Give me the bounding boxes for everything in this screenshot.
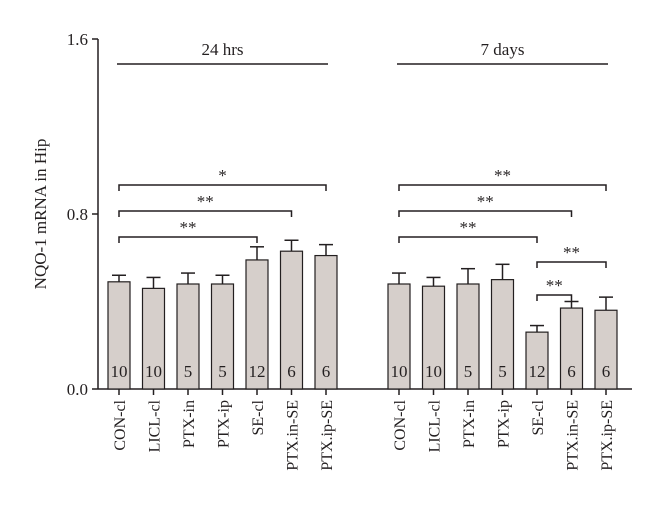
- significance-bracket: [118, 184, 327, 191]
- bar-n-label: 12: [529, 362, 546, 381]
- x-category-label: PTX.in-SE: [565, 400, 582, 471]
- x-category-label: CON-cl: [112, 399, 129, 450]
- significance-label: **: [477, 192, 494, 211]
- bar-n-label: 12: [249, 362, 266, 381]
- significance-bracket: [118, 236, 258, 243]
- significance-bracket: [398, 210, 573, 217]
- group-label: 24 hrs: [201, 40, 243, 59]
- bar-n-label: 5: [498, 362, 507, 381]
- significance-label: **: [494, 166, 511, 185]
- significance-bracket: [536, 294, 573, 301]
- bar-n-label: 6: [287, 362, 296, 381]
- bar-n-label: 10: [111, 362, 128, 381]
- bar: [279, 250, 304, 390]
- x-category-label: PTX-in: [181, 400, 198, 448]
- bar-n-label: 5: [464, 362, 473, 381]
- bar-n-label: 5: [184, 362, 193, 381]
- significance-bracket: [536, 261, 607, 268]
- bar: [141, 287, 166, 390]
- bar: [387, 283, 411, 390]
- significance-label: *: [218, 166, 227, 185]
- bar: [107, 281, 131, 390]
- y-tick-label: 1.6: [67, 30, 88, 49]
- bar: [594, 309, 618, 390]
- bar-n-label: 10: [391, 362, 408, 381]
- bar-n-label: 6: [602, 362, 611, 381]
- x-category-label: PTX-ip: [216, 400, 233, 448]
- x-category-label: LICL-cl: [427, 399, 444, 452]
- group-label: 7 days: [481, 40, 525, 59]
- axes: 0.0 0.8 1.6 CON-cl LICL-cl PTX-in PTX-ip SE-cl P…: [67, 30, 632, 471]
- y-axis-title: NQO-1 mRNA in Hip: [31, 139, 50, 290]
- significance-label: **: [197, 192, 214, 211]
- x-category-label: PTX-ip: [496, 400, 513, 448]
- x-category-label: SE-cl: [250, 399, 267, 435]
- bar: [176, 283, 200, 390]
- bar-n-label: 5: [218, 362, 227, 381]
- bar-n-label: 10: [145, 362, 162, 381]
- bar: [245, 259, 269, 390]
- significance-label: **: [460, 218, 477, 237]
- x-category-label: SE-cl: [530, 399, 547, 435]
- bar: [559, 307, 584, 390]
- bar: [314, 254, 338, 390]
- bar: [210, 283, 235, 390]
- x-category-label: PTX.ip-SE: [319, 400, 336, 471]
- significance-label: **: [546, 276, 563, 295]
- x-category-label: PTX-in: [461, 400, 478, 448]
- y-tick-label: 0.8: [67, 205, 88, 224]
- significance-label: **: [180, 218, 197, 237]
- bar: [525, 331, 549, 390]
- bar-n-label: 10: [425, 362, 442, 381]
- x-category-label: CON-cl: [392, 399, 409, 450]
- bar: [421, 285, 446, 390]
- bar: [456, 283, 480, 390]
- x-category-label: LICL-cl: [147, 399, 164, 452]
- x-category-label: PTX.ip-SE: [599, 400, 616, 471]
- bar-n-label: 6: [322, 362, 331, 381]
- bar: [490, 279, 515, 390]
- y-tick-label: 0.0: [67, 380, 88, 399]
- significance-bracket: [118, 210, 293, 217]
- significance-label: **: [563, 243, 580, 262]
- bar-n-label: 6: [567, 362, 576, 381]
- significance-bracket: [398, 184, 607, 191]
- x-category-label: PTX.in-SE: [285, 400, 302, 471]
- significance-bracket: [398, 236, 538, 243]
